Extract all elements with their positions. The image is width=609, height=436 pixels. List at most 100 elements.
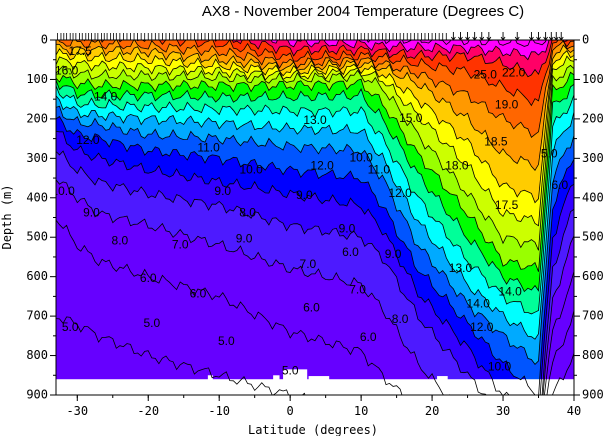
isotherm-line (56, 179, 574, 395)
contour-label: 18.5 (484, 135, 508, 149)
station-arrow (465, 32, 470, 41)
station-arrow (529, 32, 534, 41)
isotherm-line (56, 48, 574, 204)
y-tick-label: 0 (41, 33, 48, 47)
y-tick-label-right: 700 (582, 309, 604, 323)
y-tick-label: 400 (26, 190, 48, 204)
isotherm-line (349, 40, 547, 47)
station-arrow (543, 32, 548, 41)
y-tick-label: 900 (26, 388, 48, 402)
isotherm-line (197, 40, 569, 78)
contour-label: 11.0 (197, 141, 220, 155)
contour-label: 10.0 (488, 360, 512, 374)
station-arrow (548, 32, 554, 41)
station-arrow (514, 32, 520, 41)
contour-label: 12.0 (470, 320, 494, 334)
station-markers (57, 32, 564, 41)
y-tick-label-right: 500 (582, 230, 604, 244)
contour-label: 5.0 (541, 147, 558, 161)
x-tick-label: 20 (425, 404, 439, 418)
station-arrow (536, 32, 541, 41)
y-tick-label: 600 (26, 269, 48, 283)
y-tick-label: 500 (26, 230, 48, 244)
y-tick-label-right: 0 (582, 33, 589, 47)
y-tick-label-right: 900 (582, 388, 604, 402)
contour-label: 17.5 (68, 44, 92, 58)
y-tick-label: 800 (26, 348, 48, 362)
isotherm-line (56, 131, 574, 395)
contour-label: 9.0 (83, 206, 100, 220)
contour-label: 7.0 (349, 283, 366, 297)
contour-label: 12.0 (310, 158, 334, 172)
contour-label: 14.0 (467, 296, 491, 310)
seafloor-bump (437, 376, 448, 381)
contour-label: 7.0 (172, 237, 189, 251)
seafloor-mask (56, 369, 574, 395)
y-axis-label: Depth (m) (0, 184, 14, 249)
x-tick-label: 0 (287, 404, 294, 418)
y-tick-label: 700 (26, 309, 48, 323)
contour-label: 14.0 (94, 89, 118, 103)
contour-label: 19.0 (495, 97, 519, 111)
contour-labels: 17.516.014.012.011.010.0 9.09.08.0 7.06.06… (56, 44, 568, 378)
contour-label: 7.0 (300, 257, 317, 271)
contour-label: 9.0 (296, 188, 313, 202)
station-arrow (458, 32, 463, 41)
x-axis-label: Latitude (degrees) (248, 423, 378, 436)
contour-label: 13.0 (449, 261, 473, 275)
isotherm-line (270, 40, 564, 61)
chart-title: AX8 - November 2004 Temperature (Degrees… (202, 3, 524, 20)
isotherm-line (56, 55, 574, 227)
isotherm-lines (56, 40, 574, 395)
isotherm-line (56, 79, 574, 293)
contour-label: 12.0 (76, 133, 100, 147)
isotherm-line (56, 64, 574, 251)
isotherm-line (56, 85, 574, 315)
isotherm-line (56, 43, 574, 171)
contour-label: 5.0 (143, 316, 160, 330)
contour-label: 14.0 (498, 285, 522, 299)
y-tick-label: 200 (26, 111, 48, 125)
x-tick-label: 40 (567, 404, 581, 418)
contour-label: 12.0 (388, 186, 412, 200)
station-arrow (472, 32, 478, 41)
contour-label: 6.0 (360, 330, 377, 344)
contour-label: 17.5 (495, 198, 519, 212)
contour-label: 9.0 (236, 231, 253, 245)
station-arrow (450, 32, 456, 41)
seafloor-bump (273, 375, 280, 381)
contour-label: 25.0 (474, 68, 498, 82)
temperature-band (270, 40, 564, 60)
contour-label: 8.0 (112, 233, 129, 247)
contour-label: 13.0 (303, 113, 327, 127)
isotherm-line (56, 115, 574, 395)
contour-label: 9.0 (339, 222, 356, 236)
contour-label: 10.0 (239, 162, 263, 176)
contour-label: 15.0 (399, 111, 423, 125)
station-arrow (500, 32, 506, 41)
seafloor-bump (308, 376, 330, 381)
contour-label: 11.0 (368, 162, 391, 176)
isotherm-line (56, 95, 574, 340)
y-tick-label-right: 100 (582, 72, 604, 86)
contour-label: 9.0 (385, 247, 402, 261)
contour-label: 6.0 (303, 300, 320, 314)
seafloor-bump (207, 375, 213, 381)
station-arrow (486, 32, 492, 41)
contour-label: 5.0 (218, 334, 235, 348)
contour-label: 6.0 (551, 178, 568, 192)
y-tick-label: 300 (26, 151, 48, 165)
seafloor-bump (283, 369, 308, 381)
y-tick-label: 100 (26, 72, 48, 86)
isotherm-line (58, 40, 574, 138)
y-tick-label-right: 800 (582, 348, 604, 362)
x-tick-label: -30 (66, 404, 88, 418)
isotherm-line (56, 105, 574, 366)
isotherm-line (56, 150, 574, 395)
station-arrow (479, 32, 485, 41)
contour-label: 5.0 (62, 320, 79, 334)
contour-label: 8.0 (392, 312, 409, 326)
seafloor-region (56, 379, 574, 395)
temperature-band (197, 40, 568, 77)
